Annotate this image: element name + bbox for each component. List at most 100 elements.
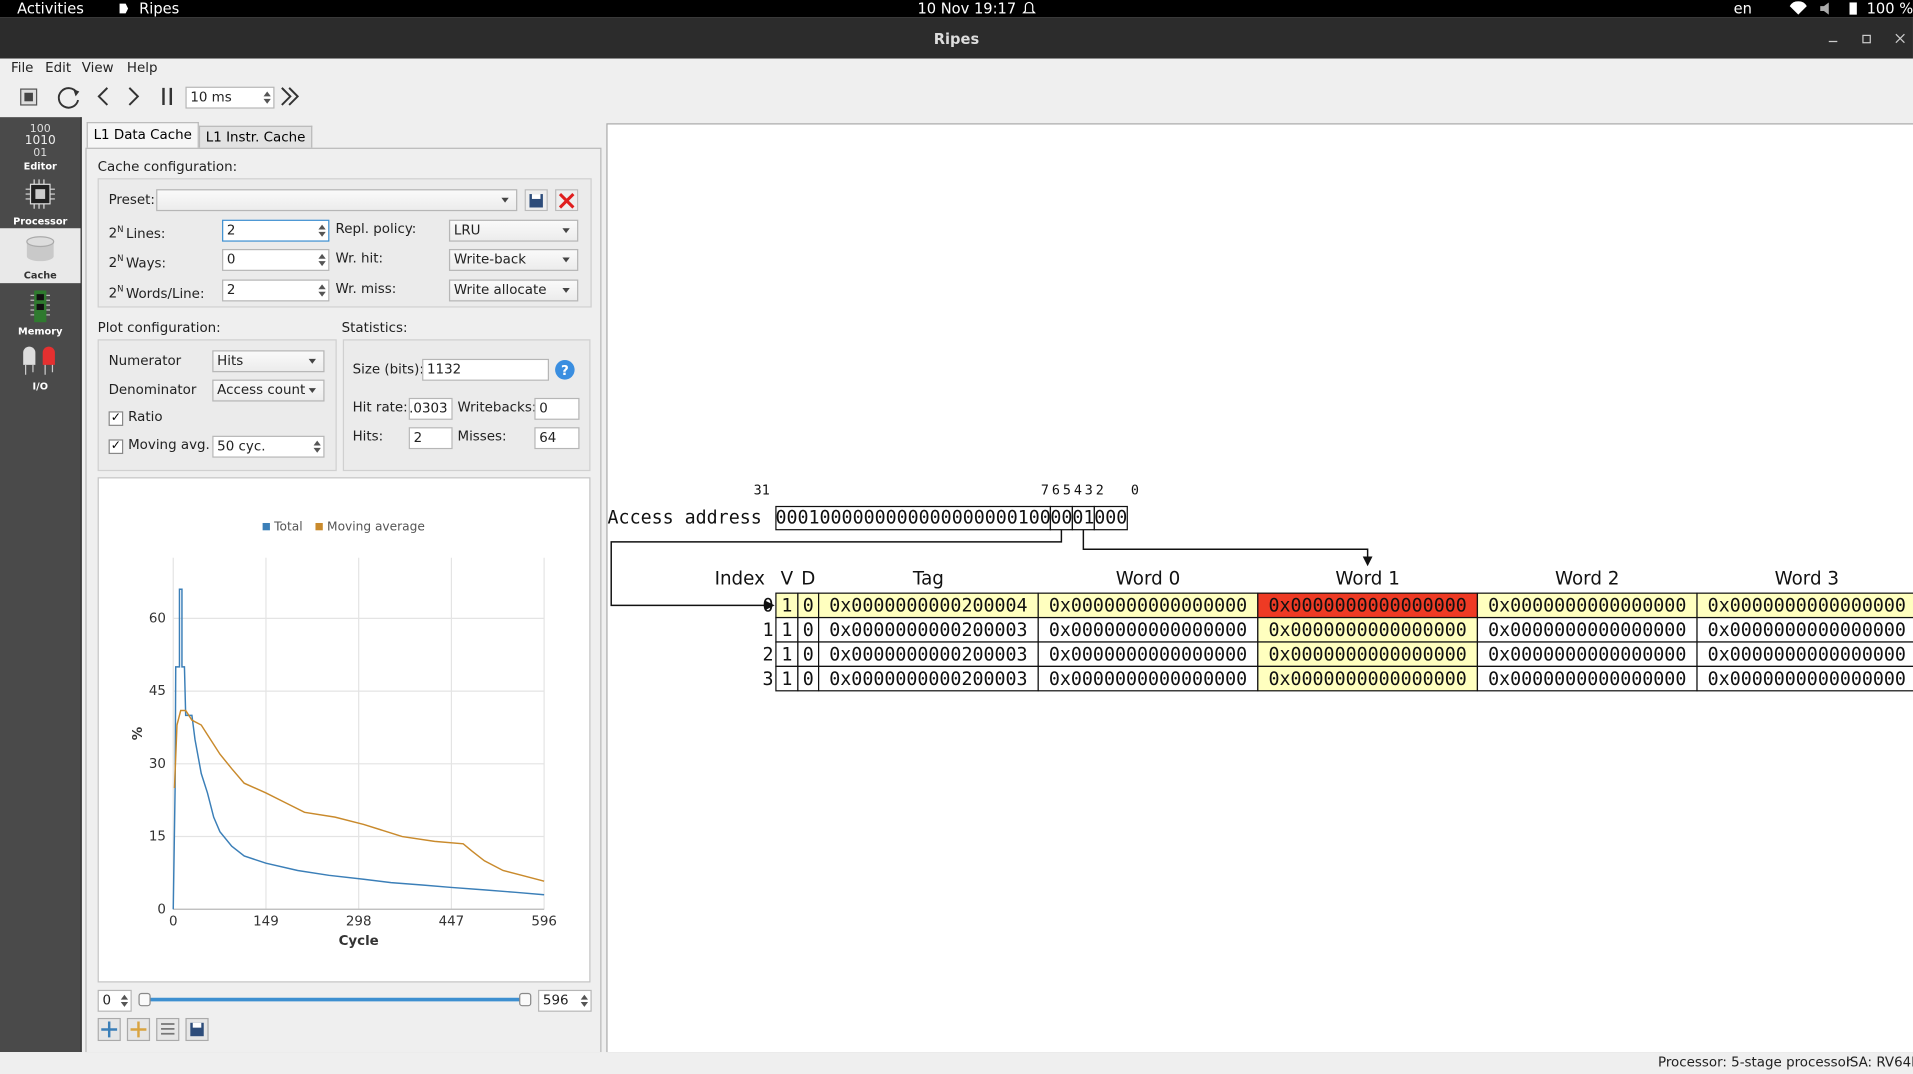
label-base: 2: [108, 254, 118, 271]
label-exponent: N: [117, 253, 124, 264]
cell-value: 0: [803, 669, 814, 690]
table-cell: [1696, 641, 1913, 668]
writebacks-field[interactable]: 0: [534, 397, 580, 420]
sidebar-item[interactable]: Memory: [0, 284, 81, 339]
numerator-combobox[interactable]: Hits: [212, 350, 325, 373]
field-label: Wr. hit:: [335, 250, 384, 267]
spin-arrows: [580, 994, 589, 1007]
size-spinbox[interactable]: 0: [222, 248, 330, 271]
notification-icon: [1022, 1, 1036, 14]
status-bar: Processor: 5-stage processor ISA: RV64IM: [0, 1052, 1913, 1074]
menu-item[interactable]: View: [81, 59, 114, 76]
denominator-combobox[interactable]: Access count: [212, 379, 325, 402]
plot-buttons[interactable]: [97, 1017, 210, 1042]
cell-value: 0x0000000000000000: [1049, 644, 1247, 665]
table-cell: [1696, 616, 1913, 643]
table-header: Tag: [912, 569, 944, 590]
address-field: 000: [1094, 508, 1127, 529]
table-cell: [1037, 592, 1259, 619]
sidebar-item[interactable]: I/O: [0, 339, 81, 394]
spin-arrows: [263, 91, 271, 104]
clock[interactable]: 10 Nov 19:17: [917, 0, 1017, 18]
size-spinbox[interactable]: 2: [222, 219, 330, 242]
moving-avg-checkbox[interactable]: ✓: [108, 439, 124, 455]
delay-spinbox[interactable]: 10 ms: [185, 86, 275, 109]
range-slider[interactable]: [137, 990, 537, 1010]
language[interactable]: en: [1733, 0, 1752, 18]
cell-value: 0x0000000000200004: [829, 596, 1027, 617]
table-cell: [1696, 592, 1913, 619]
x-tick-label: 149: [253, 914, 279, 929]
label-exponent: N: [117, 224, 124, 235]
sidebar-item[interactable]: 100 1010 01 Editor: [0, 120, 81, 175]
table-cell: [1257, 616, 1479, 643]
x-axis-title: Cycle: [339, 934, 379, 949]
range-from-spinbox[interactable]: 0: [97, 989, 132, 1012]
size-field[interactable]: 1132: [422, 358, 549, 381]
range-to-spinbox[interactable]: 596: [538, 989, 592, 1012]
field-label: Preset:: [108, 191, 155, 208]
x-tick-label: 0: [169, 914, 178, 929]
x-tick-label: 447: [439, 914, 465, 929]
window-buttons[interactable]: [1826, 32, 1907, 47]
bit-label: 6: [1052, 484, 1060, 499]
menu-item[interactable]: File: [10, 59, 34, 76]
sidebar-item[interactable]: Cache: [0, 228, 81, 284]
help-button[interactable]: ?: [554, 359, 576, 381]
moving-avg-spinbox[interactable]: 50 cyc.: [212, 435, 325, 458]
cell-value: 0x0000000000000000: [1268, 669, 1466, 690]
cell-value: 0x0000000000000000: [1488, 669, 1686, 690]
preset-combobox[interactable]: [156, 189, 518, 212]
bit-label: 5: [1063, 484, 1071, 499]
app-name[interactable]: Ripes: [139, 0, 180, 18]
sidebar-label: Editor: [23, 161, 57, 173]
field-label: Hit rate:: [352, 399, 408, 415]
field-label: 2N Words/Line:: [109, 281, 205, 303]
hits-field[interactable]: 2: [408, 427, 453, 450]
toolbar-icons[interactable]: [0, 79, 317, 116]
cell-value: 0x0000000000200003: [829, 669, 1027, 690]
field-label: Ratio: [128, 408, 163, 425]
size-value: 2: [226, 222, 236, 238]
size-spinbox[interactable]: 2: [222, 279, 330, 302]
cell-value: 0x0000000000000000: [1708, 596, 1906, 617]
policy-combobox[interactable]: Write-back: [448, 248, 579, 271]
activities[interactable]: Activities: [17, 0, 84, 18]
policy-combobox[interactable]: Write allocate: [448, 279, 579, 302]
x-tick-label: 298: [346, 914, 372, 929]
status-isa: ISA: RV64IM: [1845, 1054, 1913, 1071]
bit-label: 7: [1041, 484, 1049, 499]
spin-arrows: [313, 440, 321, 453]
legend: Total Moving average: [261, 520, 425, 534]
misses-field[interactable]: 64: [534, 427, 580, 450]
hit-rate-field[interactable]: 0.0303: [408, 397, 453, 420]
battery[interactable]: 100 %: [1866, 0, 1913, 18]
ratio-checkbox[interactable]: ✓: [108, 411, 124, 426]
y-tick-label: 45: [149, 684, 166, 699]
svg-text:?: ?: [561, 364, 569, 379]
table-header: Word 2: [1555, 569, 1619, 590]
table-cell: [1037, 665, 1259, 692]
tab[interactable]: L1 Instr. Cache: [198, 125, 313, 149]
menu-item[interactable]: Edit: [45, 59, 72, 76]
cell-value: 0x0000000000200003: [829, 620, 1027, 641]
cache-icon: [26, 236, 55, 262]
tab-active[interactable]: L1 Data Cache: [86, 122, 199, 151]
table-cell: [818, 592, 1039, 619]
sidebar-item[interactable]: Processor: [0, 175, 81, 230]
delay-value: 10 ms: [190, 89, 232, 105]
table-header: Index: [715, 569, 766, 590]
field-label: Repl. policy:: [335, 220, 417, 237]
section-heading: Statistics:: [341, 319, 408, 336]
cell-value: 0x0000000000200003: [829, 644, 1027, 665]
table-cell: [1696, 665, 1913, 692]
menu-item[interactable]: Help: [126, 59, 158, 76]
policy-combobox[interactable]: LRU: [448, 219, 579, 242]
system-bar: Activities Ripes 10 Nov 19:17 en 100 %: [0, 0, 1913, 18]
spin-arrows: [318, 253, 326, 267]
preset-buttons[interactable]: [524, 189, 579, 212]
svg-text:01: 01: [33, 146, 47, 158]
line-index: 2: [762, 644, 773, 665]
y-tick-label: 0: [157, 902, 166, 917]
field-label: 2N Ways:: [109, 250, 166, 272]
